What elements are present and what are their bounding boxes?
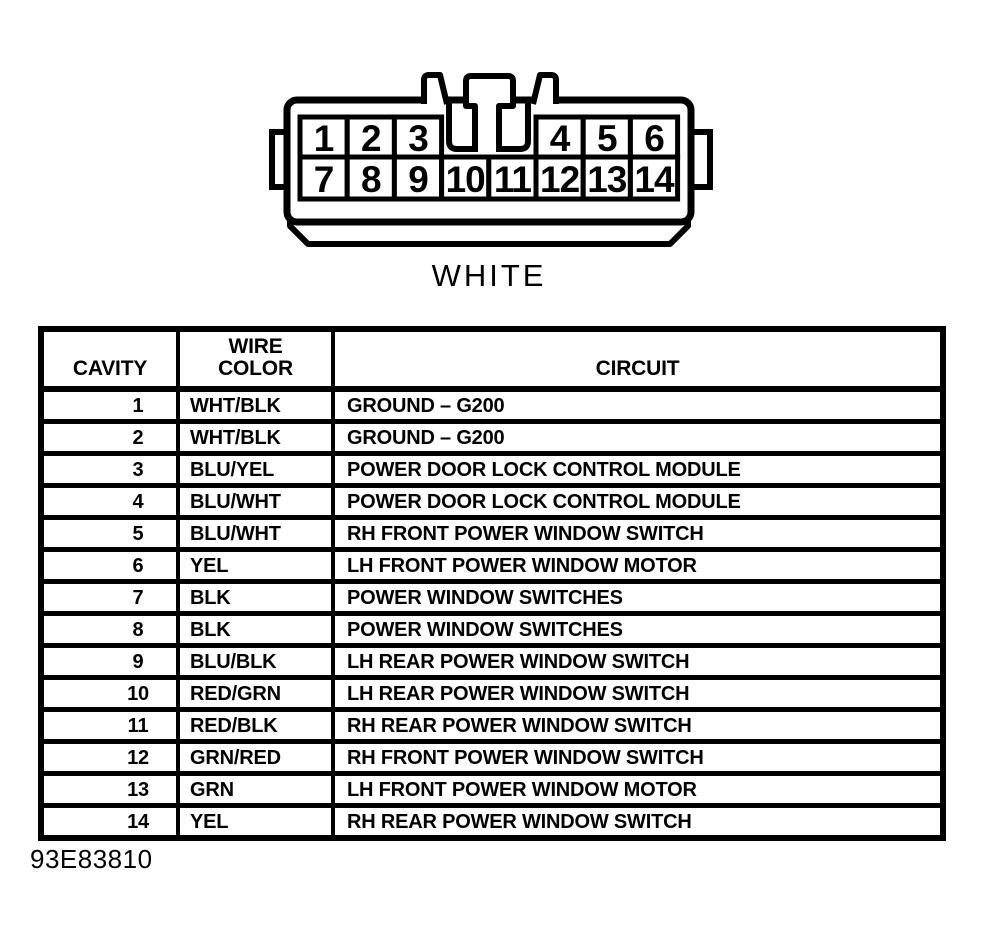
pin-number: 1 [314, 118, 334, 159]
cavity-box-9 [391, 154, 445, 202]
table-row: 13 GRN LH FRONT POWER WINDOW MOTOR [39, 771, 945, 808]
cavity-box-14 [627, 154, 681, 202]
pinout-table-body: 1 WHT/BLK GROUND – G200 2 WHT/BLK GROUND… [39, 386, 945, 841]
table-row: 9 BLU/BLK LH REAR POWER WINDOW SWITCH [39, 643, 945, 680]
cavity-box-13 [580, 154, 633, 202]
table-row: 14 YEL RH REAR POWER WINDOW SWITCH [39, 803, 945, 841]
connector-color-label: WHITE [431, 258, 547, 293]
circuit-cell: LH FRONT POWER WINDOW MOTOR [331, 771, 945, 808]
cavity-cell: 10 [39, 675, 180, 712]
circuit-cell: POWER WINDOW SWITCHES [331, 611, 945, 648]
cavity-cell: 9 [39, 643, 180, 680]
circuit-cell: RH REAR POWER WINDOW SWITCH [331, 707, 945, 744]
cavity-cell: 6 [39, 547, 180, 584]
cavity-box-10 [439, 154, 492, 202]
circuit-cell: POWER DOOR LOCK CONTROL MODULE [331, 451, 945, 488]
pin-number: 9 [408, 159, 428, 200]
pin-number: 3 [408, 118, 428, 159]
cavity-cell: 7 [39, 579, 180, 616]
pinout-table: CAVITY WIRE COLOR CIRCUIT 1 WHT/BLK GROU… [38, 326, 946, 841]
cavity-cell: 11 [39, 707, 180, 744]
pin-number: 13 [587, 159, 627, 200]
circuit-cell: POWER DOOR LOCK CONTROL MODULE [331, 483, 945, 520]
wire-color-cell: WHT/BLK [176, 419, 335, 456]
connector-cavity-grid [297, 114, 681, 202]
circuit-cell: RH FRONT POWER WINDOW SWITCH [331, 739, 945, 776]
pin-number: 2 [361, 118, 381, 159]
wire-color-cell: YEL [176, 803, 335, 841]
header-row: CAVITY WIRE COLOR CIRCUIT [39, 326, 945, 392]
connector-center-key [463, 73, 516, 152]
cavity-box-7 [297, 154, 350, 202]
table-row: 6 YEL LH FRONT POWER WINDOW MOTOR [39, 547, 945, 584]
wire-color-cell: RED/GRN [176, 675, 335, 712]
cavity-cell: 13 [39, 771, 180, 808]
circuit-cell: LH FRONT POWER WINDOW MOTOR [331, 547, 945, 584]
cavity-cell: 5 [39, 515, 180, 552]
wire-color-cell: BLU/BLK [176, 643, 335, 680]
pin-number: 8 [361, 159, 381, 200]
connector-top-tab-right [530, 72, 559, 105]
wire-color-cell: BLU/WHT [176, 483, 335, 520]
wire-color-cell: BLU/YEL [176, 451, 335, 488]
circuit-cell: LH REAR POWER WINDOW SWITCH [331, 643, 945, 680]
pin-number: 14 [634, 159, 675, 200]
wire-color-cell: BLK [176, 611, 335, 648]
cavity-cell: 14 [39, 803, 180, 841]
table-row: 10 RED/GRN LH REAR POWER WINDOW SWITCH [39, 675, 945, 712]
pin-number: 12 [540, 159, 580, 200]
wire-color-cell: GRN [176, 771, 335, 808]
cavity-box-3 [391, 114, 445, 160]
table-row: 5 BLU/WHT RH FRONT POWER WINDOW SWITCH [39, 515, 945, 552]
connector-top-tab-left [421, 72, 450, 105]
cavity-box-6 [627, 114, 681, 160]
cavity-cell: 4 [39, 483, 180, 520]
wire-color-cell: BLK [176, 579, 335, 616]
cavity-cell: 12 [39, 739, 180, 776]
circuit-cell: RH FRONT POWER WINDOW SWITCH [331, 515, 945, 552]
col-header-wire-color: WIRE COLOR [176, 326, 335, 392]
circuit-cell: RH REAR POWER WINDOW SWITCH [331, 803, 945, 841]
table-row: 8 BLK POWER WINDOW SWITCHES [39, 611, 945, 648]
connector-diagram: 1 2 3 4 5 6 7 8 9 10 11 12 13 14 [269, 72, 713, 247]
cavity-box-12 [533, 154, 586, 202]
cavity-cell: 2 [39, 419, 180, 456]
wire-color-cell: RED/BLK [176, 707, 335, 744]
table-row: 7 BLK POWER WINDOW SWITCHES [39, 579, 945, 616]
figure-code: 93E83810 [30, 844, 153, 874]
cavity-cell: 3 [39, 451, 180, 488]
pinout-table-header: CAVITY WIRE COLOR CIRCUIT [39, 326, 945, 392]
cavity-cell: 8 [39, 611, 180, 648]
pin-number: 10 [446, 159, 486, 200]
pin-number: 4 [550, 118, 571, 159]
table-row: 4 BLU/WHT POWER DOOR LOCK CONTROL MODULE [39, 483, 945, 520]
table-row: 1 WHT/BLK GROUND – G200 [39, 386, 945, 424]
table-row: 3 BLU/YEL POWER DOOR LOCK CONTROL MODULE [39, 451, 945, 488]
circuit-cell: GROUND – G200 [331, 419, 945, 456]
pin-number: 11 [494, 159, 532, 200]
circuit-cell: LH REAR POWER WINDOW SWITCH [331, 675, 945, 712]
cavity-box-11 [486, 154, 539, 202]
col-header-cavity: CAVITY [39, 326, 180, 392]
pin-number: 6 [644, 118, 664, 159]
table-row: 12 GRN/RED RH FRONT POWER WINDOW SWITCH [39, 739, 945, 776]
circuit-cell: GROUND – G200 [331, 386, 945, 424]
pin-number: 7 [314, 159, 334, 200]
table-row: 2 WHT/BLK GROUND – G200 [39, 419, 945, 456]
wire-color-cell: BLU/WHT [176, 515, 335, 552]
wire-color-cell: WHT/BLK [176, 386, 335, 424]
wire-color-cell: YEL [176, 547, 335, 584]
col-header-wire-line2: COLOR [218, 356, 293, 380]
circuit-cell: POWER WINDOW SWITCHES [331, 579, 945, 616]
pin-number: 5 [597, 118, 617, 159]
wire-color-cell: GRN/RED [176, 739, 335, 776]
cavity-cell: 1 [39, 386, 180, 424]
col-header-circuit: CIRCUIT [331, 326, 945, 392]
table-row: 11 RED/BLK RH REAR POWER WINDOW SWITCH [39, 707, 945, 744]
col-header-wire-line1: WIRE [228, 334, 283, 358]
